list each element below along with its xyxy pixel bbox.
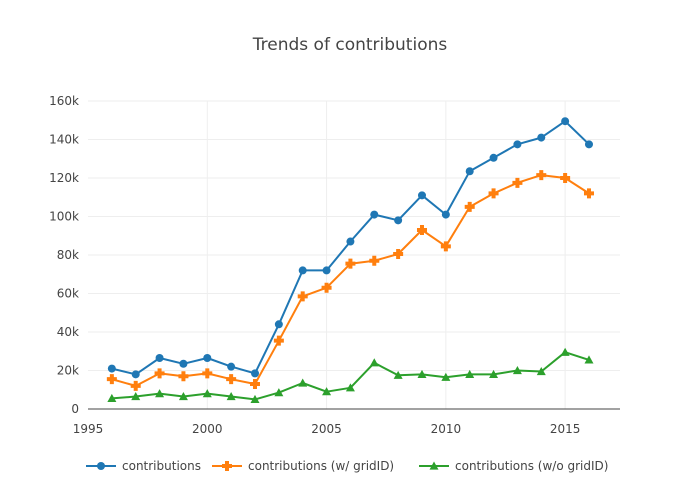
- legend[interactable]: contributions contributions (w/ gridID) co…: [86, 459, 608, 473]
- data-point[interactable]: [583, 188, 594, 199]
- data-point[interactable]: [131, 370, 140, 379]
- legend-item[interactable]: contributions: [86, 459, 201, 473]
- data-point[interactable]: [202, 368, 213, 379]
- data-point[interactable]: [273, 335, 284, 346]
- data-point[interactable]: [560, 173, 571, 183]
- data-point[interactable]: [489, 369, 499, 378]
- y-tick-label: 80k: [57, 248, 79, 262]
- data-point[interactable]: [298, 266, 307, 275]
- data-point[interactable]: [226, 374, 237, 385]
- data-point[interactable]: [440, 241, 451, 252]
- data-point[interactable]: [441, 210, 450, 219]
- y-tick-label: 140k: [49, 133, 79, 147]
- x-tick-label: 2010: [431, 422, 462, 436]
- data-point[interactable]: [512, 177, 523, 188]
- data-point[interactable]: [417, 369, 427, 378]
- data-point[interactable]: [584, 140, 593, 149]
- data-point[interactable]: [393, 370, 403, 379]
- data-point[interactable]: [488, 188, 499, 199]
- data-point[interactable]: [227, 362, 236, 371]
- data-point[interactable]: [322, 387, 332, 396]
- legend-label: contributions (w/ gridID): [248, 459, 394, 473]
- y-tick-label: 40k: [57, 325, 79, 339]
- y-tick-label: 20k: [57, 364, 79, 378]
- series-line[interactable]: [111, 120, 590, 376]
- y-tick-label: 100k: [49, 210, 79, 224]
- data-point[interactable]: [513, 140, 522, 149]
- data-point[interactable]: [560, 347, 570, 356]
- y-tick-label: 60k: [57, 287, 79, 301]
- data-point[interactable]: [489, 153, 498, 162]
- data-point[interactable]: [249, 378, 260, 389]
- data-point[interactable]: [178, 371, 189, 382]
- legend-marker[interactable]: [222, 461, 232, 471]
- data-point[interactable]: [274, 388, 284, 397]
- data-point[interactable]: [369, 255, 380, 266]
- legend-marker[interactable]: [429, 461, 439, 470]
- data-point[interactable]: [536, 170, 547, 181]
- data-point[interactable]: [321, 282, 332, 293]
- legend-item[interactable]: contributions (w/ gridID): [212, 459, 394, 473]
- x-tick-label: 1995: [73, 422, 104, 436]
- data-point[interactable]: [465, 369, 475, 378]
- data-point[interactable]: [107, 393, 117, 403]
- series-line[interactable]: [111, 174, 590, 387]
- data-point[interactable]: [537, 133, 546, 142]
- data-point[interactable]: [464, 201, 475, 212]
- series-2: [106, 170, 594, 391]
- data-point[interactable]: [179, 359, 188, 368]
- x-tick-label: 2005: [311, 422, 342, 436]
- y-tick-label: 120k: [49, 171, 79, 185]
- data-point[interactable]: [394, 216, 403, 225]
- series-3: [107, 347, 594, 403]
- data-point[interactable]: [417, 191, 426, 200]
- data-point[interactable]: [131, 391, 141, 401]
- data-point[interactable]: [322, 266, 331, 275]
- data-point[interactable]: [226, 391, 236, 401]
- y-tick-label: 160k: [49, 94, 79, 108]
- data-point[interactable]: [345, 383, 355, 392]
- data-point[interactable]: [584, 355, 594, 364]
- x-tick-label: 2015: [550, 422, 581, 436]
- data-point[interactable]: [202, 389, 212, 398]
- chart-title: Trends of contributions: [252, 35, 448, 55]
- series-1: [107, 117, 593, 379]
- axes: 0 20k 40k 60k 80k 100k 120k 140k 160k 1995 2000 200…: [49, 94, 620, 436]
- data-point[interactable]: [370, 210, 379, 219]
- data-point[interactable]: [561, 117, 570, 126]
- legend-item[interactable]: contributions (w/o gridID): [419, 459, 608, 473]
- data-point[interactable]: [297, 291, 308, 302]
- data-point[interactable]: [465, 167, 474, 176]
- data-point[interactable]: [107, 364, 116, 373]
- legend-label: contributions (w/o gridID): [455, 459, 608, 473]
- data-point[interactable]: [155, 389, 165, 398]
- data-point[interactable]: [345, 258, 356, 269]
- data-point[interactable]: [274, 320, 283, 329]
- data-point[interactable]: [155, 353, 164, 362]
- legend-label: contributions: [122, 459, 201, 473]
- legend-marker[interactable]: [97, 462, 105, 470]
- data-point[interactable]: [203, 353, 212, 362]
- grid: [88, 100, 620, 409]
- data-point[interactable]: [154, 368, 165, 379]
- data-point[interactable]: [512, 366, 522, 375]
- y-tick-label: 0: [71, 402, 79, 416]
- data-point[interactable]: [178, 391, 188, 401]
- data-point[interactable]: [416, 224, 427, 235]
- data-point[interactable]: [130, 380, 141, 391]
- data-point[interactable]: [536, 366, 546, 376]
- data-point[interactable]: [106, 374, 117, 385]
- data-point[interactable]: [346, 237, 355, 246]
- data-point[interactable]: [369, 358, 379, 367]
- data-point[interactable]: [298, 378, 308, 387]
- data-point[interactable]: [441, 372, 451, 381]
- data-point[interactable]: [250, 369, 259, 378]
- data-point[interactable]: [250, 394, 260, 403]
- x-tick-label: 2000: [192, 422, 223, 436]
- data-point[interactable]: [393, 249, 404, 260]
- series-group: [106, 117, 594, 403]
